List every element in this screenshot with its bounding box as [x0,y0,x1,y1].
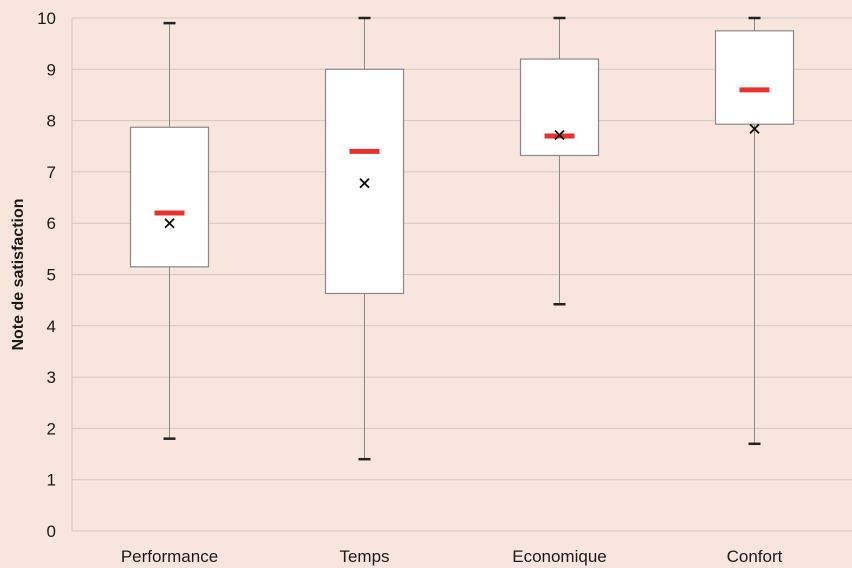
iqr-box [714,30,795,125]
mean-marker [164,218,175,229]
x-category-label: Temps [339,547,389,566]
y-tick-label: 8 [47,112,56,131]
mean-marker-stroke [749,123,760,134]
mean-marker-stroke [359,178,370,189]
y-tick-label: 0 [47,522,56,541]
x-category-label: Performance [121,547,218,566]
y-tick-label: 6 [47,214,56,233]
x-category-label: Confort [727,547,783,566]
x-category-label: Economique [512,547,607,566]
y-tick-label: 4 [47,317,56,336]
y-tick-label: 3 [47,368,56,387]
y-tick-label: 7 [47,163,56,182]
iqr-box [519,58,600,157]
y-tick-label: 1 [47,471,56,490]
y-tick-label: 2 [47,419,56,438]
y-tick-label: 9 [47,60,56,79]
mean-marker [359,178,370,189]
iqr-box [129,126,210,268]
mean-marker [554,129,565,141]
iqr-box [324,68,405,295]
y-tick-label: 10 [37,9,56,28]
mean-marker-stroke [554,129,565,141]
y-tick-label: 5 [47,266,56,285]
y-axis-title: Note de satisfaction [10,198,27,350]
mean-marker [749,123,760,134]
mean-marker-stroke [164,218,175,229]
